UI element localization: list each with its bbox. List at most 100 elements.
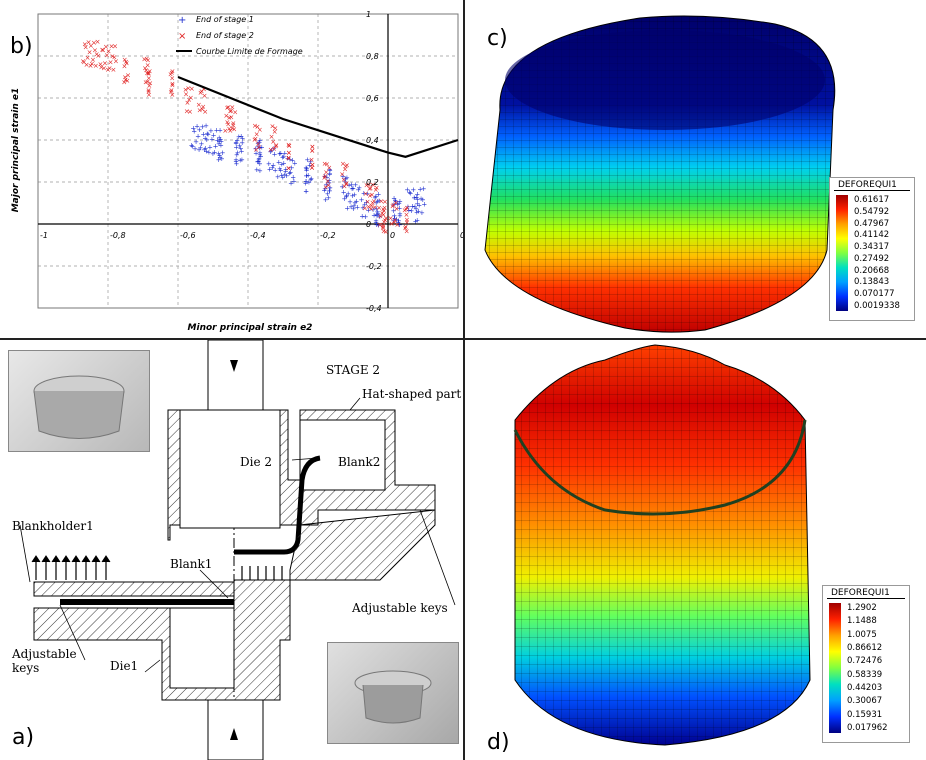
die1-cavity — [170, 608, 234, 688]
label-die2: Die 2 — [240, 455, 272, 469]
svg-text:+: + — [233, 139, 239, 147]
legend-c-value-3: 0.41142 — [854, 230, 900, 240]
panel-a-schematic: STAGE 2 Hat-shaped part Die 2 Blank2 Bla… — [0, 340, 463, 760]
svg-text:×: × — [321, 174, 327, 182]
series-1-point-4: ×××××××××××××××××× — [183, 84, 209, 116]
legend-c-value-5: 0.27492 — [854, 254, 900, 264]
panel-c-contour: c) DEFOREQUI1 0.61617 0.54792 0.47967 0.411… — [465, 0, 926, 338]
svg-text:+: + — [345, 190, 351, 198]
x-tick-1: -0,8 — [110, 231, 126, 240]
svg-text:+: + — [218, 137, 224, 145]
label-adjustable-keys-left-2: keys — [12, 661, 39, 675]
svg-text:×: × — [146, 88, 152, 96]
svg-text:+: + — [278, 150, 284, 158]
svg-text:×: × — [309, 164, 315, 172]
legend-d-value-2: 1.0075 — [847, 630, 888, 640]
y-tick-7: -0,4 — [366, 304, 382, 313]
legend-c-value-2: 0.47967 — [854, 219, 900, 229]
legend-c-value-9: 0.0019338 — [854, 301, 900, 311]
die1-block — [34, 580, 290, 700]
series-1-point-5: ×××××××××××××××××× — [222, 103, 238, 135]
svg-text:×: × — [225, 103, 231, 111]
legend-marker-stage2: × — [178, 31, 186, 42]
series-0-point-2: ++++++++++++++++++ — [216, 133, 246, 165]
legend-flc: Courbe Limite de Formage — [196, 47, 303, 56]
stage-label: STAGE 2 — [326, 363, 380, 377]
svg-text:×: × — [230, 121, 236, 129]
svg-text:×: × — [124, 60, 130, 68]
svg-text:+: + — [292, 159, 298, 167]
svg-text:×: × — [125, 72, 131, 80]
svg-text:×: × — [268, 146, 274, 154]
force-arrows-left — [32, 556, 110, 580]
svg-text:×: × — [322, 160, 328, 168]
svg-text:+: + — [291, 177, 297, 185]
svg-text:×: × — [309, 147, 315, 155]
x-tick-4: -0,2 — [320, 231, 336, 240]
blankholder1 — [34, 582, 234, 596]
svg-text:+: + — [323, 196, 329, 204]
y-tick-1: 0,8 — [366, 52, 379, 61]
panel-d-contour: d) DEFOREQUI1 1.2902 1.1488 1.0075 0.86612 0… — [465, 340, 926, 760]
svg-text:+: + — [254, 166, 260, 174]
chart-legend: + End of stage 1 × End of stage 2 Courbe… — [176, 15, 303, 56]
svg-text:×: × — [224, 119, 230, 127]
label-blank1: Blank1 — [170, 557, 212, 571]
svg-text:×: × — [183, 86, 189, 94]
legend-d-value-0: 1.2902 — [847, 603, 888, 613]
legend-c-value-7: 0.13843 — [854, 277, 900, 287]
svg-text:×: × — [363, 190, 369, 198]
svg-text:×: × — [257, 126, 263, 134]
svg-text:×: × — [202, 108, 208, 116]
cup-top-face — [505, 30, 825, 130]
svg-text:×: × — [170, 80, 176, 88]
svg-text:×: × — [270, 122, 276, 130]
svg-text:×: × — [402, 207, 408, 215]
svg-text:+: + — [190, 125, 196, 133]
photo-stage2-part — [327, 642, 459, 744]
svg-text:+: + — [421, 201, 427, 209]
legend-c-value-8: 0.070177 — [854, 289, 900, 299]
svg-text:×: × — [382, 216, 388, 224]
svg-text:+: + — [220, 149, 226, 157]
svg-text:×: × — [106, 47, 112, 55]
svg-text:×: × — [286, 165, 292, 173]
legend-c-value-1: 0.54792 — [854, 207, 900, 217]
x-tick-2: -0,6 — [180, 231, 196, 240]
svg-text:+: + — [233, 157, 239, 165]
svg-text:×: × — [344, 179, 350, 187]
legend-c-value-0: 0.61617 — [854, 195, 900, 205]
svg-text:×: × — [362, 205, 368, 213]
cup2-mesh — [515, 345, 810, 745]
y-tick-4: 0,2 — [366, 178, 379, 187]
legend-c-colorbar — [836, 195, 848, 311]
x-axis-label: Minor principal strain e2 — [188, 323, 313, 333]
strain-scatter-chart: ++++++++++++++++++++++++++++++ ++++++++++… — [0, 0, 463, 338]
legend-d-value-6: 0.44203 — [847, 683, 888, 693]
legend-c-value-6: 0.20668 — [854, 266, 900, 276]
label-die1: Die1 — [110, 659, 138, 673]
label-adjustable-keys-right: Adjustable keys — [351, 601, 448, 615]
svg-text:×: × — [390, 203, 396, 211]
y-tick-5: 0 — [366, 220, 371, 229]
svg-text:×: × — [169, 91, 175, 99]
legend-marker-stage1: + — [178, 15, 186, 26]
panel-label-b: b) — [10, 34, 33, 59]
svg-text:×: × — [269, 133, 275, 141]
legend-c-values: 0.61617 0.54792 0.47967 0.41142 0.34317 0.274… — [854, 195, 900, 311]
svg-text:×: × — [80, 57, 86, 65]
svg-text:+: + — [303, 188, 309, 196]
svg-text:×: × — [286, 142, 292, 150]
legend-d-value-5: 0.58339 — [847, 670, 888, 680]
svg-text:×: × — [141, 55, 147, 63]
y-tick-0: 1 — [366, 10, 371, 19]
svg-text:×: × — [382, 204, 388, 212]
force-arrows-right — [242, 566, 282, 580]
label-adjustable-keys-left-1: Adjustable — [11, 647, 77, 661]
series-1-point-8: ××××× ×××× ××××××××× — [321, 160, 350, 192]
x-tick-6: 0,2 — [460, 231, 463, 240]
punch-lower — [208, 700, 263, 760]
legend-stage2: End of stage 2 — [196, 31, 254, 40]
svg-text:+: + — [189, 141, 195, 149]
legend-d-title: DEFOREQUI1 — [827, 586, 905, 599]
